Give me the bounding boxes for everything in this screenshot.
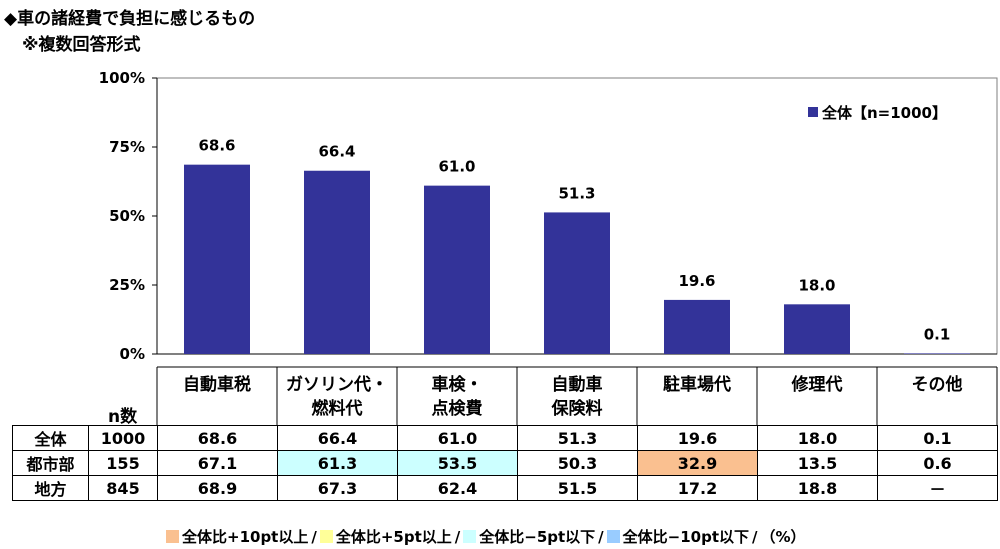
highlight-legend-label: 全体比+10pt以上 [182, 528, 309, 546]
page-subtitle: ※複数回答形式 [22, 35, 141, 55]
highlight-legend-item: 全体比−10pt以下 [606, 526, 750, 547]
bar-value-label: 66.4 [318, 143, 355, 161]
table-row: 地方 845 68.9 67.3 62.4 51.5 17.2 18.8 － [12, 475, 998, 501]
table-cell: 13.5 [757, 450, 878, 476]
bar [424, 185, 490, 354]
table-cell: 68.6 [157, 425, 278, 451]
row-label: 都市部 [12, 450, 89, 476]
highlight-legend-item: 全体比+10pt以上 [166, 526, 308, 547]
table-cell: 50.3 [517, 450, 638, 476]
legend-swatch [463, 530, 477, 543]
table-cell: 51.3 [517, 425, 638, 451]
legend-separator: / [752, 527, 758, 546]
y-tick-label: 100% [99, 69, 145, 87]
table-cell: 67.1 [157, 450, 278, 476]
category-label: ガソリン代・ 燃料代 [277, 367, 397, 425]
legend-separator: / [454, 527, 461, 546]
legend-swatch [606, 530, 620, 543]
highlight-legend-label: 全体比−10pt以下 [622, 528, 750, 546]
bar-value-label: 68.6 [198, 137, 235, 155]
y-tick-label: 0% [120, 345, 145, 363]
highlight-legend: 全体比+10pt以上 / 全体比+5pt以上 / 全体比−5pt以下 / 全体比−10pt以… [166, 526, 806, 547]
table-cell: 62.4 [397, 475, 518, 501]
table-cell: 61.0 [397, 425, 518, 451]
table-cell: 0.1 [877, 425, 998, 451]
table-cell: 68.9 [157, 475, 278, 501]
bar [184, 164, 250, 354]
row-label: 全体 [12, 425, 89, 451]
category-label: その他 [877, 367, 997, 425]
table-cell: 0.6 [877, 450, 998, 476]
table-cell: 19.6 [637, 425, 758, 451]
table-cell: 18.8 [757, 475, 878, 501]
highlight-legend-item: 全体比+5pt以上 [319, 526, 452, 547]
category-label-line: 点検費 [431, 399, 483, 419]
row-n: 845 [88, 475, 158, 501]
table-cell: 67.3 [277, 475, 398, 501]
legend-swatch [808, 107, 818, 117]
bar-value-label: 51.3 [558, 184, 595, 202]
table-cell: 51.5 [517, 475, 638, 501]
table-cell: 17.2 [637, 475, 758, 501]
category-label: 自動車税 [157, 367, 277, 425]
legend-swatch [166, 530, 179, 543]
bar [904, 353, 970, 354]
bar-value-label: 0.1 [924, 326, 951, 344]
n-header: n数 [108, 407, 138, 427]
bar-value-label: 18.0 [798, 276, 835, 294]
y-tick-label: 25% [109, 276, 145, 294]
category-label-line: 自動車税 [183, 375, 251, 395]
bar-value-label: 61.0 [438, 158, 475, 176]
table-row: 全体 1000 68.6 66.4 61.0 51.3 19.6 18.0 0.1 [12, 425, 998, 451]
bar [544, 212, 610, 354]
category-label-line: 保険料 [551, 399, 603, 419]
y-tick-label: 50% [109, 207, 145, 225]
table-cell: 18.0 [757, 425, 878, 451]
category-label-line: その他 [911, 375, 963, 395]
bar [304, 170, 370, 354]
table-cell: 53.5 [397, 450, 518, 476]
bar [784, 304, 850, 354]
category-label: 修理代 [757, 367, 877, 425]
table-cell: 66.4 [277, 425, 398, 451]
data-table: 全体 1000 68.6 66.4 61.0 51.3 19.6 18.0 0.1 都市部 155 6… [12, 425, 998, 501]
row-n: 1000 [88, 425, 158, 451]
category-label-line: 車検・ [431, 375, 483, 395]
table-row: 都市部 155 67.1 61.3 53.5 50.3 32.9 13.5 0.6 [12, 450, 998, 476]
category-label-line: 駐車場代 [663, 375, 731, 395]
category-label: 車検・ 点検費 [397, 367, 517, 425]
table-cell: － [877, 475, 998, 501]
table-cell: 32.9 [637, 450, 758, 476]
category-label-line: 自動車 [551, 375, 603, 395]
category-label: 駐車場代 [637, 367, 757, 425]
category-label: 自動車 保険料 [517, 367, 637, 425]
table-cell: 61.3 [277, 450, 398, 476]
page-title: ◆車の諸経費で負担に感じるもの [4, 9, 256, 29]
highlight-legend-label: 全体比+5pt以上 [335, 528, 452, 546]
bar-value-label: 19.6 [678, 272, 715, 290]
row-label: 地方 [12, 475, 89, 501]
legend-separator: / [598, 527, 604, 546]
legend-swatch [319, 530, 333, 543]
bar [664, 299, 730, 354]
legend-label: 全体【n=1000】 [821, 104, 947, 122]
legend-separator: / [311, 527, 317, 546]
category-label-line: 燃料代 [311, 399, 363, 419]
y-tick-label: 75% [109, 138, 145, 156]
category-label-line: ガソリン代・ [286, 375, 388, 395]
category-label-line: 修理代 [791, 375, 843, 395]
row-n: 155 [88, 450, 158, 476]
highlight-legend-label: 全体比−5pt以下 [479, 528, 596, 546]
unit-note: （%） [760, 528, 806, 546]
highlight-legend-item: 全体比−5pt以下 [463, 526, 595, 547]
